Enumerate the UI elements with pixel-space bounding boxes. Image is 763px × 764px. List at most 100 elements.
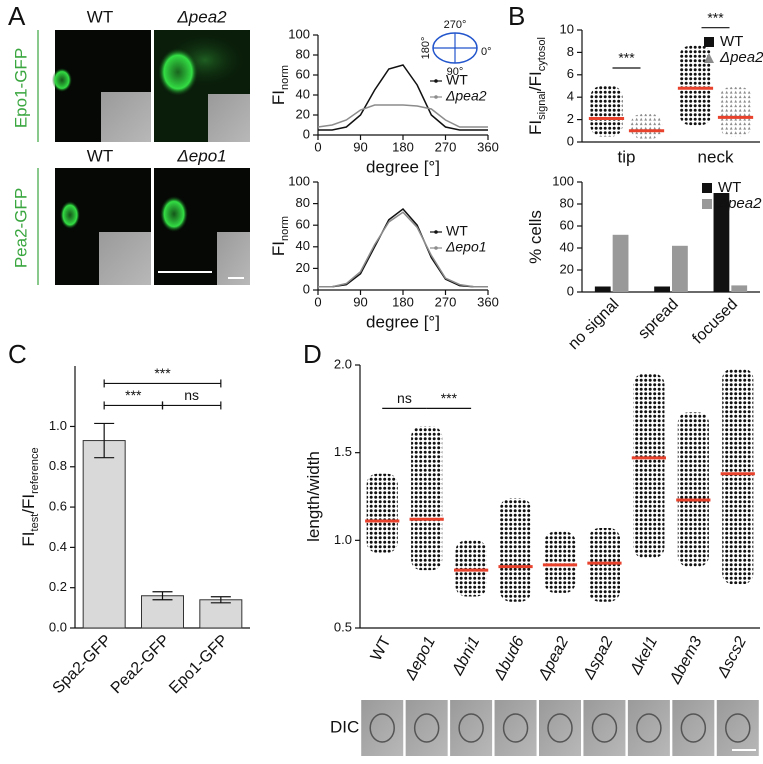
cell: [547, 713, 573, 743]
y-tick-label: 4: [567, 89, 574, 104]
cell: [413, 713, 440, 743]
y-tick-label: 40: [296, 238, 310, 253]
cell: [369, 713, 395, 743]
data-range: [722, 368, 754, 585]
x-tick-label: Δbni1: [449, 634, 484, 679]
legend-swatch: [434, 79, 438, 83]
x-tick-label: Δbud6: [491, 634, 528, 684]
dic-image: [583, 700, 626, 756]
signal: [52, 68, 72, 92]
significance-label: ***: [618, 50, 635, 66]
bar: [82, 440, 126, 629]
y-axis-label-sub: cytosol: [536, 37, 548, 71]
x-tick-label: Δspa2: [580, 634, 617, 683]
legend-swatch: [434, 230, 438, 234]
x-tick-label: 360: [477, 139, 499, 154]
cell: [458, 713, 484, 743]
dic-image: [494, 700, 537, 756]
x-axis-label: degree [°]: [366, 157, 440, 176]
y-tick-label: 80: [560, 195, 574, 210]
signal: [158, 48, 198, 96]
bar: [594, 286, 611, 292]
legend-label: WT: [446, 72, 468, 88]
data-line: [317, 104, 488, 128]
y-tick-label: 80: [296, 46, 310, 61]
bar: [141, 595, 184, 629]
legend-swatch: [702, 183, 712, 193]
y-tick-label: 80: [296, 195, 310, 210]
signal: [160, 196, 188, 232]
y-tick-label: 1.0: [49, 418, 67, 433]
x-tick-label: Δpea2: [535, 634, 572, 684]
dic-image: [361, 700, 404, 756]
significance-label: ***: [441, 390, 458, 406]
legend-label: WT: [720, 33, 743, 50]
y-tick-label: 2.0: [334, 356, 352, 371]
row-label: Pea2-GFP: [11, 188, 30, 268]
x-tick-label: WT: [368, 634, 395, 664]
y-axis-label-part: /FI: [526, 71, 545, 91]
x-tick-label: Δkel1: [627, 634, 661, 678]
bar: [713, 193, 730, 292]
y-tick-label: 8: [567, 44, 574, 59]
legend-label: Δpea2: [719, 49, 763, 66]
x-tick-label: 180: [392, 294, 414, 309]
inset: [217, 232, 250, 285]
significance-label: ***: [707, 9, 724, 25]
x-tick-label: Δscs2: [714, 634, 750, 681]
significance-label: ***: [154, 365, 171, 381]
bar: [199, 599, 243, 629]
legend-label: Δpea2: [717, 195, 762, 212]
legend-swatch: [434, 246, 438, 250]
y-tick-label: 6: [567, 66, 574, 81]
y-axis-label-part: FI: [269, 241, 288, 256]
data-line: [318, 207, 488, 288]
cell: [502, 713, 529, 743]
x-tick-label: 360: [477, 294, 499, 309]
y-tick-label: 10: [560, 21, 574, 36]
data-range: [630, 114, 663, 139]
panel-label: C: [8, 339, 27, 369]
y-tick-label: 40: [296, 86, 310, 101]
diagram-label: 0°: [481, 46, 492, 58]
dic-image: [450, 700, 493, 756]
x-axis-label: degree [°]: [366, 312, 440, 331]
y-tick-label: 0: [303, 281, 310, 296]
data-range: [590, 86, 623, 137]
data-range: [677, 412, 709, 567]
x-tick-label: 270: [435, 139, 457, 154]
x-tick-label: Epo1-GFP: [166, 632, 231, 697]
y-tick-label: 0.6: [49, 499, 67, 514]
cell: [680, 713, 707, 743]
dic-row: DIC: [330, 717, 359, 736]
micrographs: WT Δpea2 WT Δepo1 Epo1-GFP Pea2-GFP: [11, 7, 250, 285]
y-tick-label: 0: [567, 133, 574, 148]
dic-image: [627, 700, 670, 756]
y-tick-label: 100: [288, 173, 310, 188]
image-header: WT: [87, 7, 113, 26]
y-tick-label: 60: [560, 217, 574, 232]
y-axis-label-part: FI: [269, 90, 288, 105]
y-axis-label: % cells: [526, 210, 545, 264]
cell: [636, 713, 662, 743]
x-tick-label: Pea2-GFP: [108, 632, 173, 697]
y-axis-label: FIsignal/FIcytosol: [526, 37, 547, 135]
x-tick-label: tip: [618, 147, 636, 166]
x-tick-label: neck: [698, 147, 734, 166]
x-tick-label: spread: [635, 296, 682, 343]
row-label: Epo1-GFP: [11, 48, 30, 128]
y-axis-label: FItest/FIreference: [19, 447, 40, 546]
legend-label: Δepo1: [445, 239, 487, 255]
panel-label: A: [8, 1, 26, 31]
x-tick-label: 0: [314, 139, 321, 154]
y-tick-label: 0.8: [49, 458, 67, 473]
x-tick-label: Δepo1: [402, 634, 439, 684]
y-axis-label-part: FI: [19, 531, 38, 546]
bar: [612, 234, 629, 292]
y-tick-label: 100: [288, 26, 310, 41]
y-tick-label: 0.4: [49, 539, 67, 554]
y-tick-label: 40: [560, 239, 574, 254]
y-axis-label-sub: norm: [279, 216, 291, 241]
y-tick-label: 0: [567, 283, 574, 298]
